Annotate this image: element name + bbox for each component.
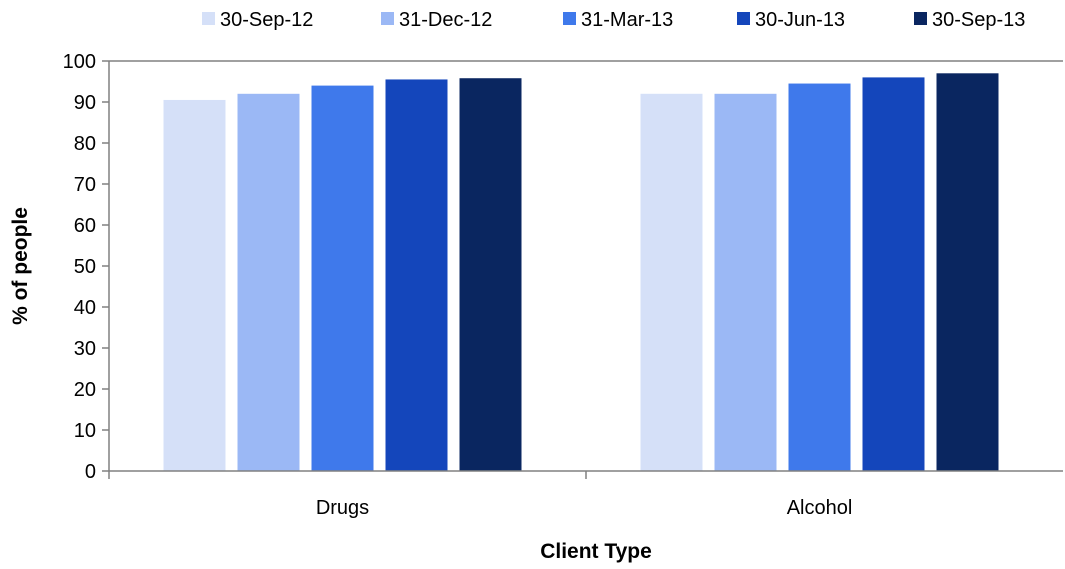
y-tick-label: 90: [74, 92, 96, 114]
legend-swatch: [381, 12, 394, 25]
bar-drugs-31-mar-13: [311, 85, 374, 471]
bar-alcohol-30-sep-13: [936, 73, 999, 472]
legend-swatch: [202, 12, 215, 25]
y-tick-label: 0: [85, 461, 96, 483]
legend-label: 31-Mar-13: [581, 9, 673, 31]
y-tick-label: 80: [74, 133, 96, 155]
y-tick-label: 40: [74, 297, 96, 319]
bar-alcohol-31-dec-12: [714, 93, 777, 472]
bar-alcohol-30-sep-12: [640, 93, 703, 472]
bar-drugs-31-dec-12: [237, 93, 300, 472]
y-tick-label: 100: [63, 51, 96, 73]
y-axis-ticks: 0 10 20 30 40 50 60 70 80 90 100: [63, 51, 109, 483]
legend-swatch: [563, 12, 576, 25]
x-tick-label: Alcohol: [787, 497, 853, 519]
legend-label: 30-Sep-13: [932, 9, 1025, 31]
x-tick-label: Drugs: [316, 497, 369, 519]
y-tick-label: 60: [74, 215, 96, 237]
bar-drugs-30-sep-13: [459, 78, 522, 471]
y-tick-label: 20: [74, 379, 96, 401]
bars: [163, 73, 999, 472]
legend-label: 31-Dec-12: [399, 9, 492, 31]
y-tick-label: 50: [74, 256, 96, 278]
y-tick-label: 30: [74, 338, 96, 360]
y-tick-label: 70: [74, 174, 96, 196]
bar-drugs-30-sep-12: [163, 99, 226, 471]
y-axis-title: % of people: [9, 207, 32, 325]
legend-label: 30-Jun-13: [755, 9, 845, 31]
legend-swatch: [737, 12, 750, 25]
x-axis-title: Client Type: [540, 540, 652, 563]
y-tick-label: 10: [74, 420, 96, 442]
bar-alcohol-30-jun-13: [862, 77, 925, 472]
legend-swatch: [914, 12, 927, 25]
legend-label: 30-Sep-12: [220, 9, 313, 31]
legend: 30-Sep-12 31-Dec-12 31-Mar-13 30-Jun-13 30-S…: [202, 9, 1025, 31]
bar-alcohol-31-mar-13: [788, 83, 851, 472]
x-axis-ticks: Drugs Alcohol: [108, 471, 853, 519]
bar-drugs-30-jun-13: [385, 79, 448, 471]
